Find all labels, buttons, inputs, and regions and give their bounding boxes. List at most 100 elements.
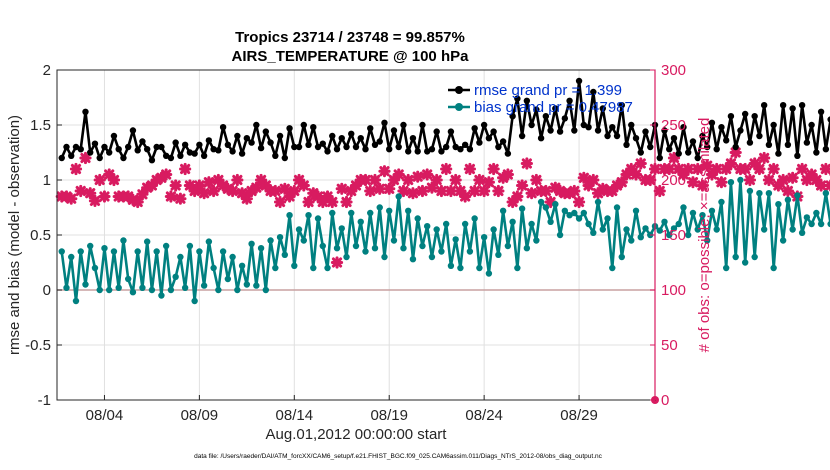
bias-point [594,198,602,206]
bias-point [172,273,179,280]
rmse-point [423,148,431,155]
bias-point [357,218,364,225]
obs-count-marker [634,157,647,170]
rmse-point [466,146,474,153]
rmse-point [405,148,412,155]
bias-point [409,256,417,263]
obs-count-marker [411,170,424,183]
bias-point [675,220,682,228]
bias-point [466,248,474,255]
bias-point [628,237,635,244]
rmse-point [343,143,350,151]
obs-count-marker [430,173,443,187]
bias-point [314,215,322,222]
obs-count-marker [198,187,211,200]
rmse-point [452,143,459,151]
y-left-tick-label: 2 [43,62,51,79]
rmse-point [798,102,806,109]
x-tick-label: 08/24 [465,407,503,424]
rmse-point [205,137,213,144]
y-left-tick-label: 0 [43,282,51,299]
bias-point [680,204,687,211]
bias-point [139,284,146,291]
bias-point [148,286,156,294]
bias-point [200,282,208,289]
legend-rmse-marker [455,86,463,94]
rmse-point [433,128,440,135]
y-right-tick-label: 50 [661,337,678,354]
rmse-point [362,146,369,153]
bias-point [438,248,445,255]
rmse-point [609,124,616,131]
bias-point [808,220,815,228]
bias-point [267,237,274,244]
bias-point [129,289,137,296]
bias-point [205,238,213,245]
bias-point [642,225,649,232]
bias-point [386,207,393,214]
rmse-point [590,88,597,96]
y-right-tick-label: 150 [661,227,686,244]
rmse-point [813,149,820,156]
bias-point [68,253,75,261]
rmse-point [741,110,749,118]
bias-point [751,253,758,261]
obs-count-marker [364,184,377,198]
obs-count-marker [88,194,102,207]
bias-point [547,218,554,225]
bias-point [371,245,379,252]
bias-point [343,253,350,261]
bias-point [827,220,830,228]
rmse-point [167,154,175,162]
bias-point [552,201,559,208]
rmse-point [191,150,198,157]
obs-count-marker [530,173,543,187]
bias-point [186,242,194,250]
rmse-point [732,143,739,151]
obs-count-marker [269,184,282,198]
obs-count-marker [525,187,538,200]
bias-point [476,264,483,272]
bias-point [542,204,550,211]
rmse-point [789,105,796,112]
rmse-point [623,141,630,148]
bias-point [234,286,241,294]
legend-rmse-label: rmse grand pr = 1.399 [474,82,622,99]
bias-point [637,234,644,241]
bias-point [101,245,108,252]
bias-point [452,236,459,243]
rmse-point [324,148,331,155]
rmse-point [442,143,450,151]
bias-point [737,176,744,184]
rmse-point [281,154,289,162]
rmse-point [400,121,407,129]
bias-point [243,281,251,288]
bias-point [115,284,122,291]
bias-point [276,234,284,241]
bias-point [442,220,450,228]
rmse-point [499,138,507,145]
bias-point [253,282,260,289]
rmse-point [196,141,203,148]
rmse-point [305,141,312,148]
obs-count-marker [416,184,429,198]
bias-point [718,198,725,206]
bias-point [732,253,739,261]
rmse-point [552,105,559,112]
rmse-point [148,157,156,164]
obs-count-marker [463,162,477,176]
rmse-point [143,146,151,153]
y-left-tick-label: 1 [43,172,51,189]
rmse-point [476,139,483,146]
legend-bias-marker [455,103,463,111]
bias-point [685,231,692,239]
bias-point [457,264,464,272]
bias-point [765,190,773,197]
x-tick-label: 08/19 [370,407,408,424]
obs-marker-stroke [825,183,830,191]
bias-point [499,207,507,214]
rmse-point [438,148,445,155]
bias-point [158,292,165,299]
bias-point [433,226,440,233]
